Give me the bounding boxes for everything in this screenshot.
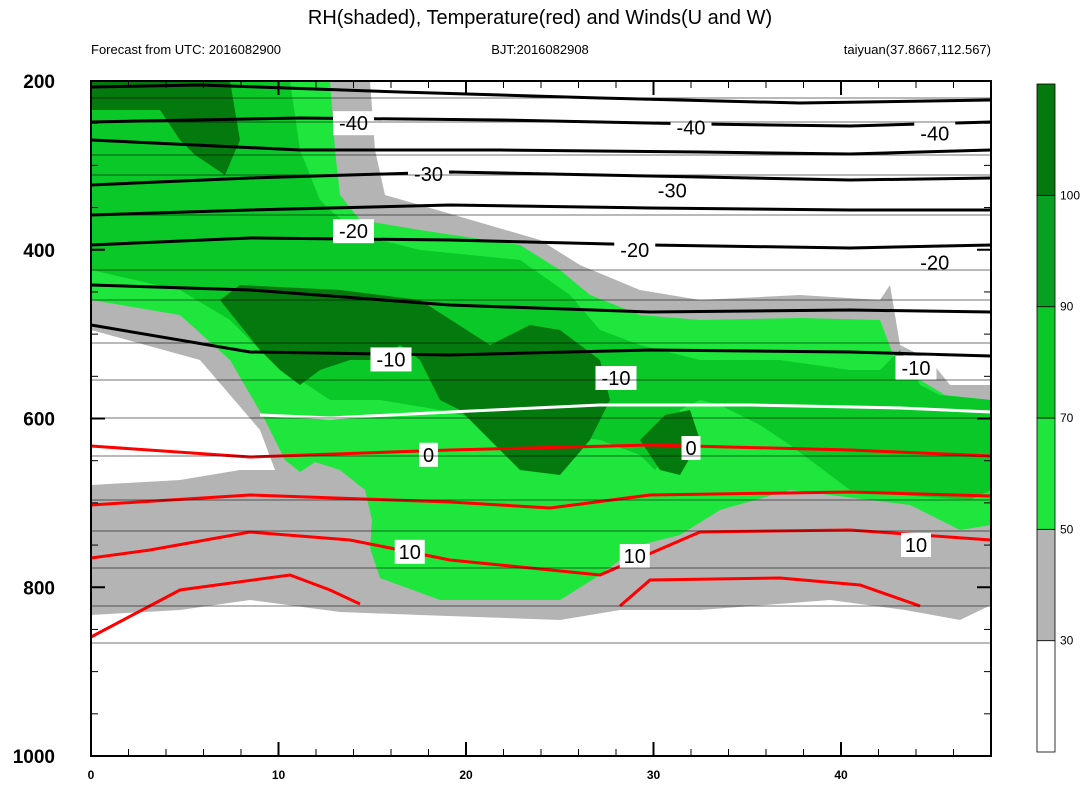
contour-label: -20 <box>339 221 368 243</box>
header-right: taiyuan(37.8667,112.567) <box>844 42 991 57</box>
colorbar-swatch <box>1036 528 1056 642</box>
rh-70-region <box>91 81 991 500</box>
contour-label-box <box>670 115 712 140</box>
y-axis: 200 400 600 800 1000 <box>13 72 991 768</box>
temp-contour-20b <box>619 576 921 608</box>
contour-label: -20 <box>620 240 649 262</box>
y-tick-label: 200 <box>23 72 55 93</box>
contour-label-box <box>619 544 650 569</box>
temp-contour-minus-15 <box>91 283 991 314</box>
x-tick-label: 30 <box>647 768 661 782</box>
temp-contour-minus-35 <box>91 138 991 156</box>
colorbar-label: 50 <box>1060 522 1074 536</box>
y-tick-label: 1000 <box>13 747 55 768</box>
temp-contour-minus-30 <box>91 170 991 187</box>
contour-label: -40 <box>677 117 706 139</box>
contour-label: -10 <box>377 349 406 371</box>
contour-label: 0 <box>685 438 696 460</box>
contour-label: -40 <box>339 113 368 135</box>
contour-label-box <box>370 347 412 372</box>
contour-label: -10 <box>602 368 631 390</box>
y-tick-label: 600 <box>23 410 55 431</box>
contour-label: 10 <box>624 546 646 568</box>
wind-barb-rows <box>91 97 991 644</box>
contour-label-box <box>901 533 931 558</box>
colorbar: 30 50 70 90 100 <box>1036 83 1080 753</box>
contour-label-box <box>419 442 438 467</box>
x-axis: 0 10 20 30 40 <box>88 81 992 782</box>
x-tick-label: 20 <box>459 768 473 782</box>
contour-label: -10 <box>902 358 931 380</box>
contour-label-box <box>333 111 374 136</box>
temperature-contours <box>91 83 991 639</box>
temp-contour-minus-20 <box>91 236 991 250</box>
header-center: BJT:2016082908 <box>491 42 589 57</box>
contour-label: 10 <box>905 535 927 557</box>
colorbar-label: 70 <box>1060 411 1074 425</box>
contour-label: -20 <box>920 252 949 274</box>
contour-label-box <box>651 178 693 203</box>
temp-contour-minus-10 <box>91 323 991 358</box>
colorbar-swatch <box>1036 417 1056 530</box>
x-tick-label: 40 <box>834 768 848 782</box>
colorbar-label: 100 <box>1060 188 1080 202</box>
contour-label-box <box>914 121 956 146</box>
contour-label-box <box>595 366 637 390</box>
contour-label: 10 <box>399 542 421 564</box>
temp-contour-10 <box>91 490 991 510</box>
colorbar-label: 90 <box>1060 300 1074 314</box>
header-left: Forecast from UTC: 2016082900 <box>91 42 281 57</box>
colorbar-swatch <box>1036 83 1056 196</box>
chart-title: RH(shaded), Temperature(red) and Winds(U… <box>308 7 772 29</box>
rh-shading <box>91 81 991 620</box>
temp-contour-minus-25 <box>91 203 991 217</box>
colorbar-swatch <box>1036 640 1056 753</box>
contour-label-box <box>394 539 425 564</box>
contour-labels: -40 -40 -40-30-30-20-20-20-10-10 -100 010 10 1… <box>333 111 956 569</box>
temp-contour-minus-40a <box>91 83 991 105</box>
colorbar-swatch <box>1036 194 1056 308</box>
rh-90-region <box>91 81 700 475</box>
x-tick-label: 0 <box>88 768 95 782</box>
contour-label: -40 <box>920 123 949 145</box>
colorbar-label: 30 <box>1060 634 1074 648</box>
contour-label-box <box>333 219 374 244</box>
colorbar-swatch <box>1036 306 1056 419</box>
y-tick-label: 400 <box>23 241 55 262</box>
contour-label-box <box>681 436 701 461</box>
contour-label-box <box>408 161 449 186</box>
contour-label-box <box>895 355 937 380</box>
contour-label: -30 <box>658 181 687 203</box>
y-tick-label: 800 <box>23 578 55 599</box>
temp-contour-5 <box>91 443 991 459</box>
contour-label-box <box>614 237 656 262</box>
x-tick-label: 10 <box>272 768 286 782</box>
